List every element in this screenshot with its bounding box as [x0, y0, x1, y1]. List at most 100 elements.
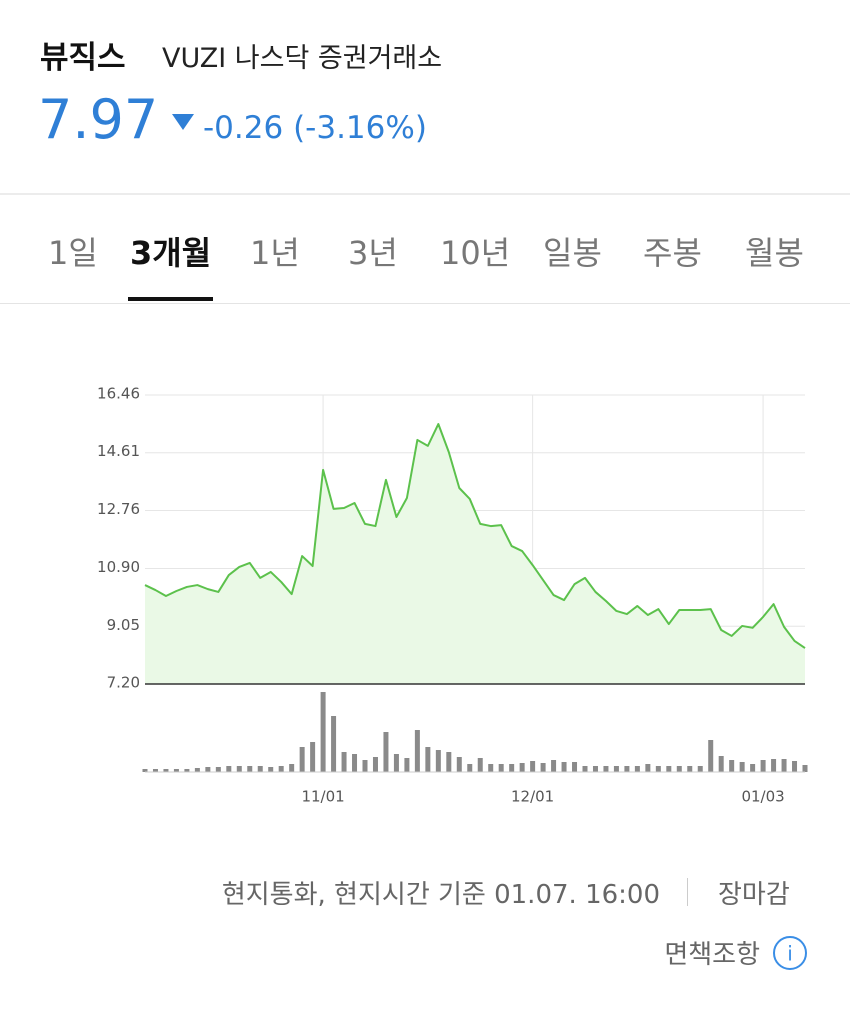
volume-bar: [425, 747, 431, 772]
tab[interactable]: 10년: [440, 234, 511, 272]
volume-bar: [163, 769, 169, 772]
volume-bar: [592, 766, 598, 772]
ticker-exchange: VUZI 나스닥 증권거래소: [162, 43, 443, 74]
volume-bar: [467, 764, 473, 772]
volume-bar: [540, 763, 546, 772]
separator: [687, 878, 688, 906]
tab[interactable]: 3년: [348, 234, 398, 272]
info-icon[interactable]: [773, 936, 807, 970]
volume-bar: [226, 766, 232, 772]
tab[interactable]: 일봉: [543, 234, 602, 272]
volume-bar: [215, 767, 221, 772]
volume-bar: [781, 759, 787, 772]
volume-bar: [299, 747, 305, 772]
volume-bar: [655, 766, 661, 772]
y-tick-label: 14.61: [97, 442, 140, 460]
volume-bar: [771, 759, 777, 772]
volume-bar: [310, 742, 316, 772]
volume-bar: [561, 762, 567, 772]
y-tick-label: 10.90: [97, 558, 140, 576]
active-tab-underline: [128, 297, 214, 301]
volume-bar: [383, 732, 389, 772]
volume-bar: [613, 766, 619, 772]
volume-bar: [257, 766, 263, 772]
volume-bar: [624, 766, 630, 772]
volume-bar: [352, 754, 358, 772]
disclaimer[interactable]: 면책조항: [664, 940, 760, 970]
volume-bar: [184, 769, 190, 772]
y-tick-label: 16.46: [97, 385, 140, 403]
volume-bar: [414, 730, 420, 772]
volume-bar: [477, 758, 483, 772]
volume-bar: [718, 756, 724, 772]
volume-bar: [530, 761, 536, 772]
y-tick-label: 12.76: [97, 500, 140, 518]
volume-bar: [603, 766, 609, 772]
divider: [0, 303, 850, 304]
volume-bar: [362, 760, 368, 772]
area: [145, 424, 805, 684]
down-arrow: [172, 114, 194, 130]
volume-bar: [236, 766, 242, 772]
volume-bar: [435, 750, 441, 772]
change-value: -0.26: [203, 110, 284, 146]
volume-bar: [404, 758, 410, 772]
divider: [0, 193, 850, 195]
volume-bar: [205, 767, 211, 772]
volume-bar: [393, 754, 399, 772]
x-tick-label: 11/01: [301, 788, 344, 806]
volume-bar: [802, 765, 808, 772]
change-percent: (-3.16%): [293, 110, 427, 146]
volume-bar: [247, 766, 253, 772]
price-line: [144, 423, 806, 649]
volume-bar: [152, 769, 158, 772]
volume-bar: [760, 760, 766, 772]
volume-bar: [173, 769, 179, 772]
volume-bar: [582, 766, 588, 772]
volume-bar: [372, 757, 378, 772]
volume-bar: [551, 760, 557, 772]
y-tick-label: 9.05: [107, 616, 140, 634]
volume-bar: [341, 752, 347, 772]
change: -0.26 (-3.16%): [203, 110, 427, 146]
tab[interactable]: 월봉: [745, 234, 804, 272]
volume-bar: [572, 762, 578, 772]
volume-bar: [792, 761, 798, 772]
volume-bar: [519, 763, 525, 772]
stock-name: 뷰직스: [40, 40, 126, 76]
volume-bar: [194, 768, 200, 772]
price: 7.97: [38, 88, 159, 151]
volume-bar: [687, 766, 693, 772]
market-status: 장마감: [718, 880, 790, 910]
volume-bar: [331, 716, 337, 772]
volume-bar: [676, 766, 682, 772]
x-tick-label: 12/01: [511, 788, 554, 806]
volume-bar: [666, 766, 672, 772]
volume-bar: [697, 766, 703, 772]
volume-bar: [729, 760, 735, 772]
volume-bar: [708, 740, 714, 772]
volume-bar: [645, 764, 651, 772]
time-basis: 현지통화, 현지시간 기준 01.07. 16:00: [221, 880, 660, 910]
tab[interactable]: 1년: [250, 234, 300, 272]
volume-bar: [142, 769, 148, 772]
tab[interactable]: 주봉: [643, 234, 702, 272]
volume-bar: [634, 766, 640, 772]
tab[interactable]: 3개월: [130, 234, 212, 272]
volume-bar: [320, 692, 326, 772]
volume-bar: [446, 752, 452, 772]
volume-bar: [739, 762, 745, 772]
x-tick-label: 01/03: [741, 788, 784, 806]
info-icon-glyph: i: [787, 942, 793, 966]
volume-bar: [268, 767, 274, 772]
volume-bar: [289, 764, 295, 772]
volume-bar: [488, 764, 494, 772]
tab[interactable]: 1일: [48, 234, 98, 272]
volume-bar: [456, 757, 462, 772]
volume-bar: [750, 764, 756, 772]
volume-bar: [509, 764, 515, 772]
volume-bar: [278, 766, 284, 772]
y-tick-label: 7.20: [107, 674, 140, 692]
